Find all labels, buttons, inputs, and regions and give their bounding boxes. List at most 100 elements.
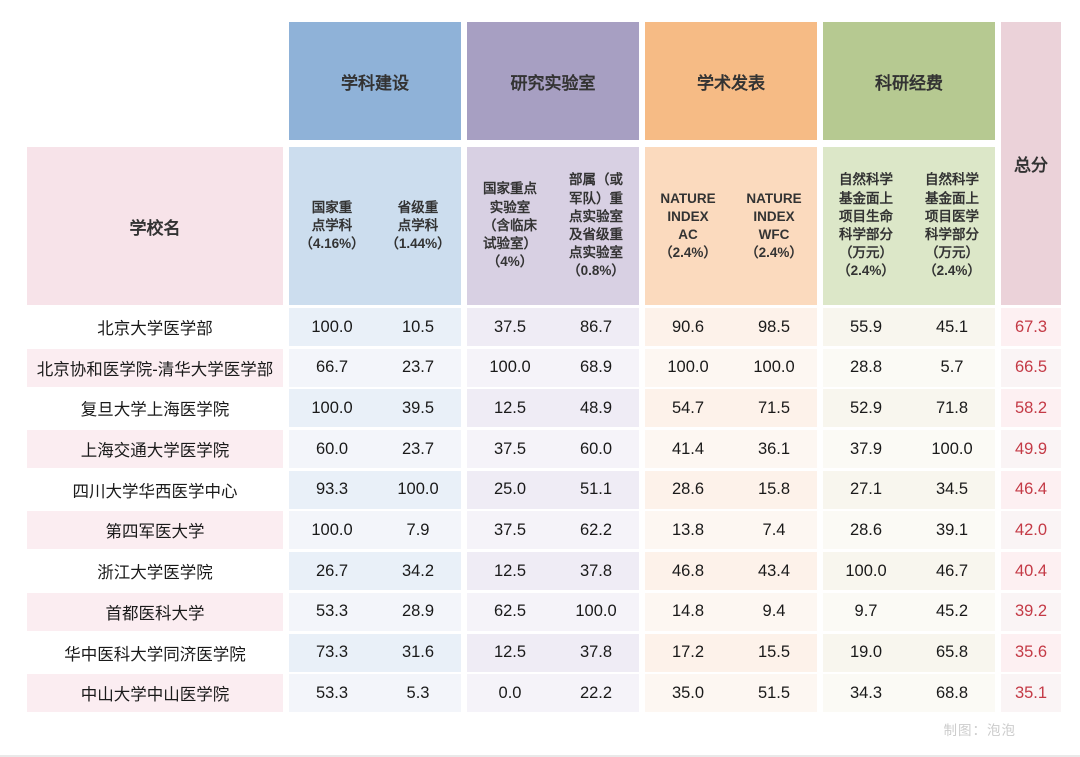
ranking-table: 学校名 学科建设 国家重 点学科 （4.16%） 省级重 点学科 （1.44%）… — [27, 22, 1061, 715]
school-name-cell: 浙江大学医学院 — [27, 552, 283, 591]
group-header-publications: 学术发表 — [645, 22, 817, 140]
subcol-national-key-discipline: 国家重 点学科 （4.16%） — [299, 199, 365, 252]
group-header-research-lab: 研究实验室 — [467, 22, 639, 140]
value-cell: 15.8 — [731, 470, 817, 509]
value-cell: 5.7 — [909, 348, 995, 387]
group-discipline: 学科建设 国家重 点学科 （4.16%） 省级重 点学科 （1.44%） — [289, 22, 461, 305]
subheader-discipline: 国家重 点学科 （4.16%） 省级重 点学科 （1.44%） — [289, 147, 461, 305]
value-cell: 28.6 — [823, 511, 909, 550]
total-score-cell: 39.2 — [1001, 592, 1061, 631]
value-cell: 45.1 — [909, 308, 995, 346]
group-funding: 科研经费 自然科学 基金面上 项目生命 科学部分 （万元） （2.4%） 自然科… — [823, 22, 995, 305]
school-name-cell: 北京大学医学部 — [27, 308, 283, 346]
value-cell: 13.8 — [645, 511, 731, 550]
table-header: 学校名 学科建设 国家重 点学科 （4.16%） 省级重 点学科 （1.44%）… — [27, 22, 1061, 305]
value-cell: 100.0 — [467, 348, 553, 387]
total-score-cell: 40.4 — [1001, 552, 1061, 591]
total-score-cell: 35.6 — [1001, 633, 1061, 672]
subcol-national-key-lab: 国家重点 实验室 （含临床 试验室） （4%） — [483, 181, 537, 270]
value-cell: 28.8 — [823, 348, 909, 387]
subheader-publications: NATURE INDEX AC （2.4%） NATURE INDEX WFC … — [645, 147, 817, 305]
school-name-cell: 中山大学中山医学院 — [27, 674, 283, 713]
subheader-research-lab: 国家重点 实验室 （含临床 试验室） （4%） 部属（或 军队）重 点实验室 及… — [467, 147, 639, 305]
value-cell: 53.3 — [289, 674, 375, 713]
table-row: 北京大学医学部 100.0 10.5 37.5 86.7 90.6 98.5 55.9 45.1… — [27, 308, 1061, 346]
school-name-cell: 首都医科大学 — [27, 592, 283, 631]
value-cell: 12.5 — [467, 389, 553, 428]
value-cell: 12.5 — [467, 552, 553, 591]
subheader-funding: 自然科学 基金面上 项目生命 科学部分 （万元） （2.4%） 自然科学 基金面… — [823, 147, 995, 305]
total-score-cell: 58.2 — [1001, 389, 1061, 428]
school-column-title: 学校名 — [27, 147, 283, 305]
value-cell: 37.5 — [467, 308, 553, 346]
value-cell: 51.5 — [731, 674, 817, 713]
group-header-funding: 科研经费 — [823, 22, 995, 140]
value-cell: 10.5 — [375, 308, 461, 346]
footer-credit: 制图：泡泡 — [943, 723, 1016, 738]
value-cell: 100.0 — [375, 470, 461, 509]
subcol-nsfc-medical-science: 自然科学 基金面上 项目医学 科学部分 （万元） （2.4%） — [923, 172, 981, 279]
value-cell: 9.4 — [731, 592, 817, 631]
table-row: 第四军医大学 100.0 7.9 37.5 62.2 13.8 7.4 28.6 39.1 42.… — [27, 511, 1061, 550]
value-cell: 60.0 — [553, 430, 639, 469]
value-cell: 36.1 — [731, 430, 817, 469]
value-cell: 98.5 — [731, 308, 817, 346]
value-cell: 68.8 — [909, 674, 995, 713]
value-cell: 48.9 — [553, 389, 639, 428]
value-cell: 46.7 — [909, 552, 995, 591]
subcol-nature-index-wfc: NATURE INDEX WFC （2.4%） — [745, 190, 803, 261]
table-row: 首都医科大学 53.3 28.9 62.5 100.0 14.8 9.4 9.7 45.2 39.… — [27, 592, 1061, 631]
value-cell: 37.8 — [553, 633, 639, 672]
value-cell: 100.0 — [731, 348, 817, 387]
value-cell: 100.0 — [289, 308, 375, 346]
value-cell: 86.7 — [553, 308, 639, 346]
value-cell: 60.0 — [289, 430, 375, 469]
value-cell: 12.5 — [467, 633, 553, 672]
value-cell: 100.0 — [823, 552, 909, 591]
total-score-cell: 66.5 — [1001, 348, 1061, 387]
value-cell: 28.9 — [375, 592, 461, 631]
school-name-cell: 上海交通大学医学院 — [27, 430, 283, 469]
value-cell: 65.8 — [909, 633, 995, 672]
school-name-cell: 华中医科大学同济医学院 — [27, 633, 283, 672]
value-cell: 35.0 — [645, 674, 731, 713]
total-column-title: 总分 — [1001, 22, 1061, 305]
value-cell: 37.9 — [823, 430, 909, 469]
table-row: 北京协和医学院-清华大学医学部 66.7 23.7 100.0 68.9 100.0 100… — [27, 348, 1061, 387]
value-cell: 27.1 — [823, 470, 909, 509]
total-score-cell: 42.0 — [1001, 511, 1061, 550]
value-cell: 23.7 — [375, 348, 461, 387]
value-cell: 34.2 — [375, 552, 461, 591]
table-row: 华中医科大学同济医学院 73.3 31.6 12.5 37.8 17.2 15.5 19.0 6… — [27, 633, 1061, 672]
subcol-ministry-key-lab: 部属（或 军队）重 点实验室 及省级重 点实验室 （0.8%） — [567, 172, 625, 279]
value-cell: 31.6 — [375, 633, 461, 672]
school-name-cell: 四川大学华西医学中心 — [27, 470, 283, 509]
value-cell: 73.3 — [289, 633, 375, 672]
bottom-divider — [0, 755, 1080, 757]
value-cell: 55.9 — [823, 308, 909, 346]
value-cell: 62.5 — [467, 592, 553, 631]
value-cell: 100.0 — [645, 348, 731, 387]
value-cell: 19.0 — [823, 633, 909, 672]
value-cell: 100.0 — [289, 511, 375, 550]
value-cell: 25.0 — [467, 470, 553, 509]
value-cell: 26.7 — [289, 552, 375, 591]
value-cell: 37.5 — [467, 430, 553, 469]
table-row: 四川大学华西医学中心 93.3 100.0 25.0 51.1 28.6 15.8 27.1 3… — [27, 470, 1061, 509]
value-cell: 46.8 — [645, 552, 731, 591]
value-cell: 52.9 — [823, 389, 909, 428]
value-cell: 93.3 — [289, 470, 375, 509]
group-publications: 学术发表 NATURE INDEX AC （2.4%） NATURE INDEX… — [645, 22, 817, 305]
table-row: 上海交通大学医学院 60.0 23.7 37.5 60.0 41.4 36.1 37.9 100… — [27, 430, 1061, 469]
value-cell: 100.0 — [909, 430, 995, 469]
school-name-cell: 复旦大学上海医学院 — [27, 389, 283, 428]
value-cell: 45.2 — [909, 592, 995, 631]
value-cell: 51.1 — [553, 470, 639, 509]
value-cell: 23.7 — [375, 430, 461, 469]
total-score-cell: 35.1 — [1001, 674, 1061, 713]
table-row: 浙江大学医学院 26.7 34.2 12.5 37.8 46.8 43.4 100.0 46.7… — [27, 552, 1061, 591]
total-score-cell: 46.4 — [1001, 470, 1061, 509]
total-score-cell: 67.3 — [1001, 308, 1061, 346]
subcol-nsfc-life-science: 自然科学 基金面上 项目生命 科学部分 （万元） （2.4%） — [837, 172, 895, 279]
value-cell: 39.1 — [909, 511, 995, 550]
